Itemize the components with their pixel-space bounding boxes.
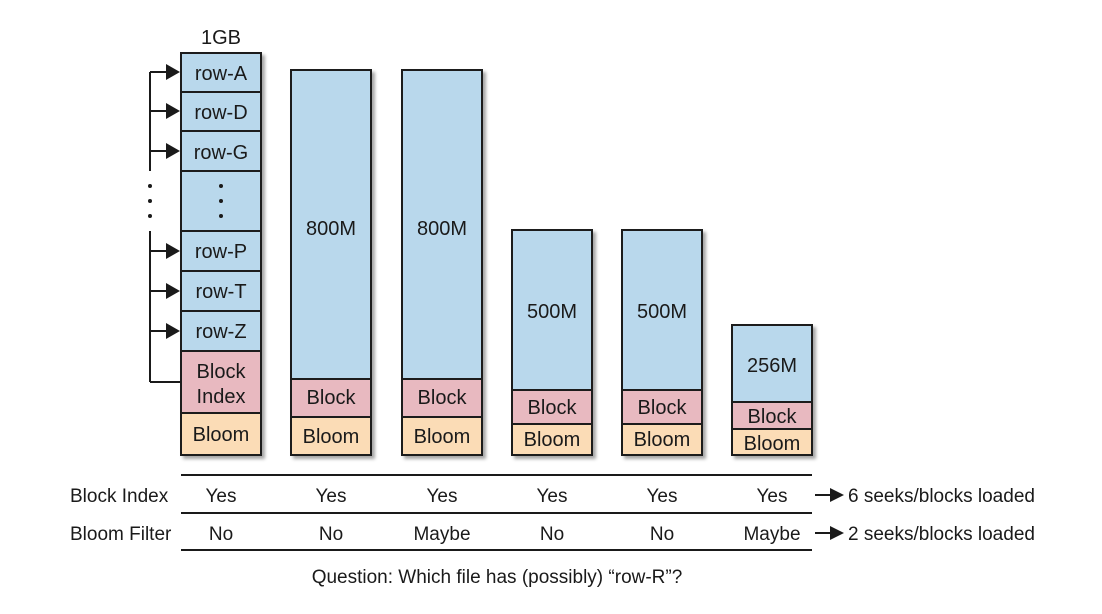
table-cell: No: [319, 524, 343, 545]
bloom-label-1gb: Bloom: [193, 424, 250, 446]
file-500m-b: [621, 229, 703, 456]
result-bloom-filter: 2 seeks/blocks loaded: [848, 524, 1035, 545]
block-index-pointers: [149, 71, 181, 383]
table-cell: Yes: [647, 486, 678, 507]
file-500m-a: [511, 229, 593, 456]
row-header-block-index: Block Index: [70, 486, 169, 507]
row-label-d: row-D: [194, 102, 247, 124]
file-size-label-1gb: 1GB: [201, 27, 241, 49]
row-header-bloom-filter: Bloom Filter: [70, 524, 172, 545]
block-label-3: Block: [418, 387, 468, 409]
pointer-ellipsis: [148, 184, 152, 218]
table-cell: No: [650, 524, 674, 545]
table-cell: Maybe: [743, 524, 800, 545]
pointer-arrowheads: [166, 64, 180, 339]
block-label-5: Block: [638, 397, 688, 419]
row-label-t: row-T: [195, 281, 246, 303]
bloom-label-2: Bloom: [303, 426, 360, 448]
table-cell: No: [209, 524, 233, 545]
block-label-6: Block: [748, 406, 798, 428]
bloom-label-6: Bloom: [744, 433, 801, 455]
row-label-g: row-G: [194, 142, 248, 164]
block-label-2: Block: [307, 387, 357, 409]
table-rules: [181, 474, 812, 551]
table-cell: Yes: [316, 486, 347, 507]
table-cell: Yes: [537, 486, 568, 507]
bloom-label-4: Bloom: [524, 429, 581, 451]
bloom-label-3: Bloom: [414, 426, 471, 448]
row-label-a: row-A: [195, 63, 248, 85]
file-size-label-5: 500M: [637, 301, 687, 323]
table-cell: Yes: [427, 486, 458, 507]
table-cell: Maybe: [413, 524, 470, 545]
file-size-label-6: 256M: [747, 355, 797, 377]
vertical-ellipsis: [219, 184, 223, 218]
result-arrow-1: [815, 488, 844, 502]
file-800m-b: [401, 69, 483, 456]
bloom-label-5: Bloom: [634, 429, 691, 451]
file-size-label-3: 800M: [417, 218, 467, 240]
file-256m: [731, 324, 813, 456]
file-size-label-4: 500M: [527, 301, 577, 323]
block-label-4: Block: [528, 397, 578, 419]
row-label-z: row-Z: [195, 321, 246, 343]
file-size-label-2: 800M: [306, 218, 356, 240]
row-label-p: row-P: [195, 241, 247, 263]
file-800m-a: [290, 69, 372, 456]
question-caption: Question: Which file has (possibly) “row…: [312, 567, 683, 588]
block-index-label-line2: Index: [197, 386, 246, 408]
result-block-index: 6 seeks/blocks loaded: [848, 486, 1035, 507]
table-cell: Yes: [206, 486, 237, 507]
block-index-label-line1: Block: [197, 361, 247, 383]
result-arrow-2: [815, 526, 844, 540]
table-cell: No: [540, 524, 564, 545]
table-cell: Yes: [757, 486, 788, 507]
file-1gb: [180, 52, 262, 456]
